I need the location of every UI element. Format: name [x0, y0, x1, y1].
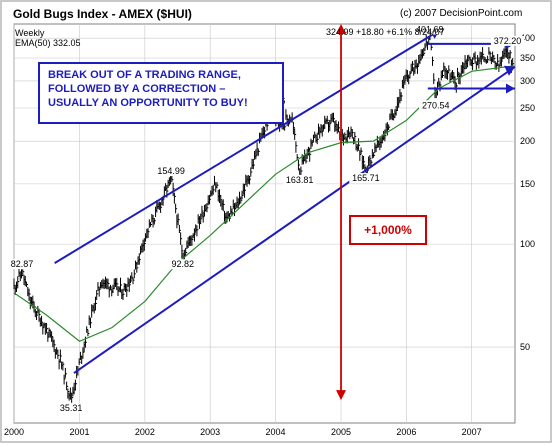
annotation-bg — [419, 100, 453, 111]
callout-line: USUALLY AN OPPORTUNITY TO BUY! — [48, 97, 248, 109]
annotation-bg — [283, 174, 317, 185]
data-annotation: 82.87 — [11, 259, 34, 269]
y-tick-label: 50 — [520, 342, 530, 352]
x-tick-label: 2006 — [396, 427, 416, 437]
x-tick-label: 2005 — [331, 427, 351, 437]
annotation-bg — [8, 259, 37, 270]
data-annotation: 401.69 — [416, 25, 444, 35]
y-tick-label: 100 — [520, 239, 535, 249]
data-annotation: 92.82 — [172, 259, 195, 269]
chart-title: Gold Bugs Index - AMEX ($HUI) — [13, 7, 192, 21]
annotation-bg — [413, 24, 447, 35]
x-tick-label: 2000 — [4, 427, 24, 437]
trend-arrowhead — [504, 65, 515, 76]
copyright-text: (c) 2007 DecisionPoint.com — [400, 8, 523, 19]
data-annotation: 154.99 — [157, 166, 185, 176]
quote-stats: 324.99 +18.80 +6.1% 8/24/07 — [326, 27, 445, 37]
gain-label: +1,000% — [349, 215, 427, 245]
callout-line: FOLLOWED BY A CORRECTION – — [48, 83, 226, 95]
y-tick-label: 350 — [520, 53, 535, 63]
trend-channel-line — [54, 30, 440, 264]
data-annotation: 165.71 — [352, 173, 380, 183]
y-tick-label: 150 — [520, 179, 535, 189]
data-annotation: 270.54 — [422, 100, 450, 110]
data-annotation: 163.81 — [286, 175, 314, 185]
y-tick-label: 400 — [520, 33, 535, 43]
x-tick-label: 2004 — [265, 427, 285, 437]
x-tick-label: 2001 — [69, 427, 89, 437]
gain-arrow-head — [336, 24, 347, 34]
range-arrowhead — [506, 83, 515, 94]
x-tick-label: 2003 — [200, 427, 220, 437]
y-tick-label: 250 — [520, 103, 535, 113]
annotation-bg — [154, 166, 188, 177]
callout-line: BREAK OUT OF A TRADING RANGE, — [48, 69, 241, 81]
y-tick-label: 300 — [520, 76, 535, 86]
annotation-bg — [349, 173, 383, 184]
x-tick-label: 2007 — [462, 427, 482, 437]
annotation-bg — [168, 259, 197, 270]
annotation-bg — [57, 402, 86, 413]
callout-box: BREAK OUT OF A TRADING RANGE, FOLLOWED B… — [38, 62, 284, 124]
data-annotation: 35.31 — [60, 403, 83, 413]
annotation-bg — [490, 35, 525, 46]
y-tick-label: 200 — [520, 136, 535, 146]
ema-label: EMA(50) 332.05 — [15, 38, 81, 48]
interval-label: Weekly — [15, 28, 45, 38]
x-tick-label: 2002 — [135, 427, 155, 437]
gain-arrow-head — [336, 390, 347, 401]
data-annotation: 372.20 — [494, 36, 522, 46]
trend-channel-line — [73, 65, 516, 374]
